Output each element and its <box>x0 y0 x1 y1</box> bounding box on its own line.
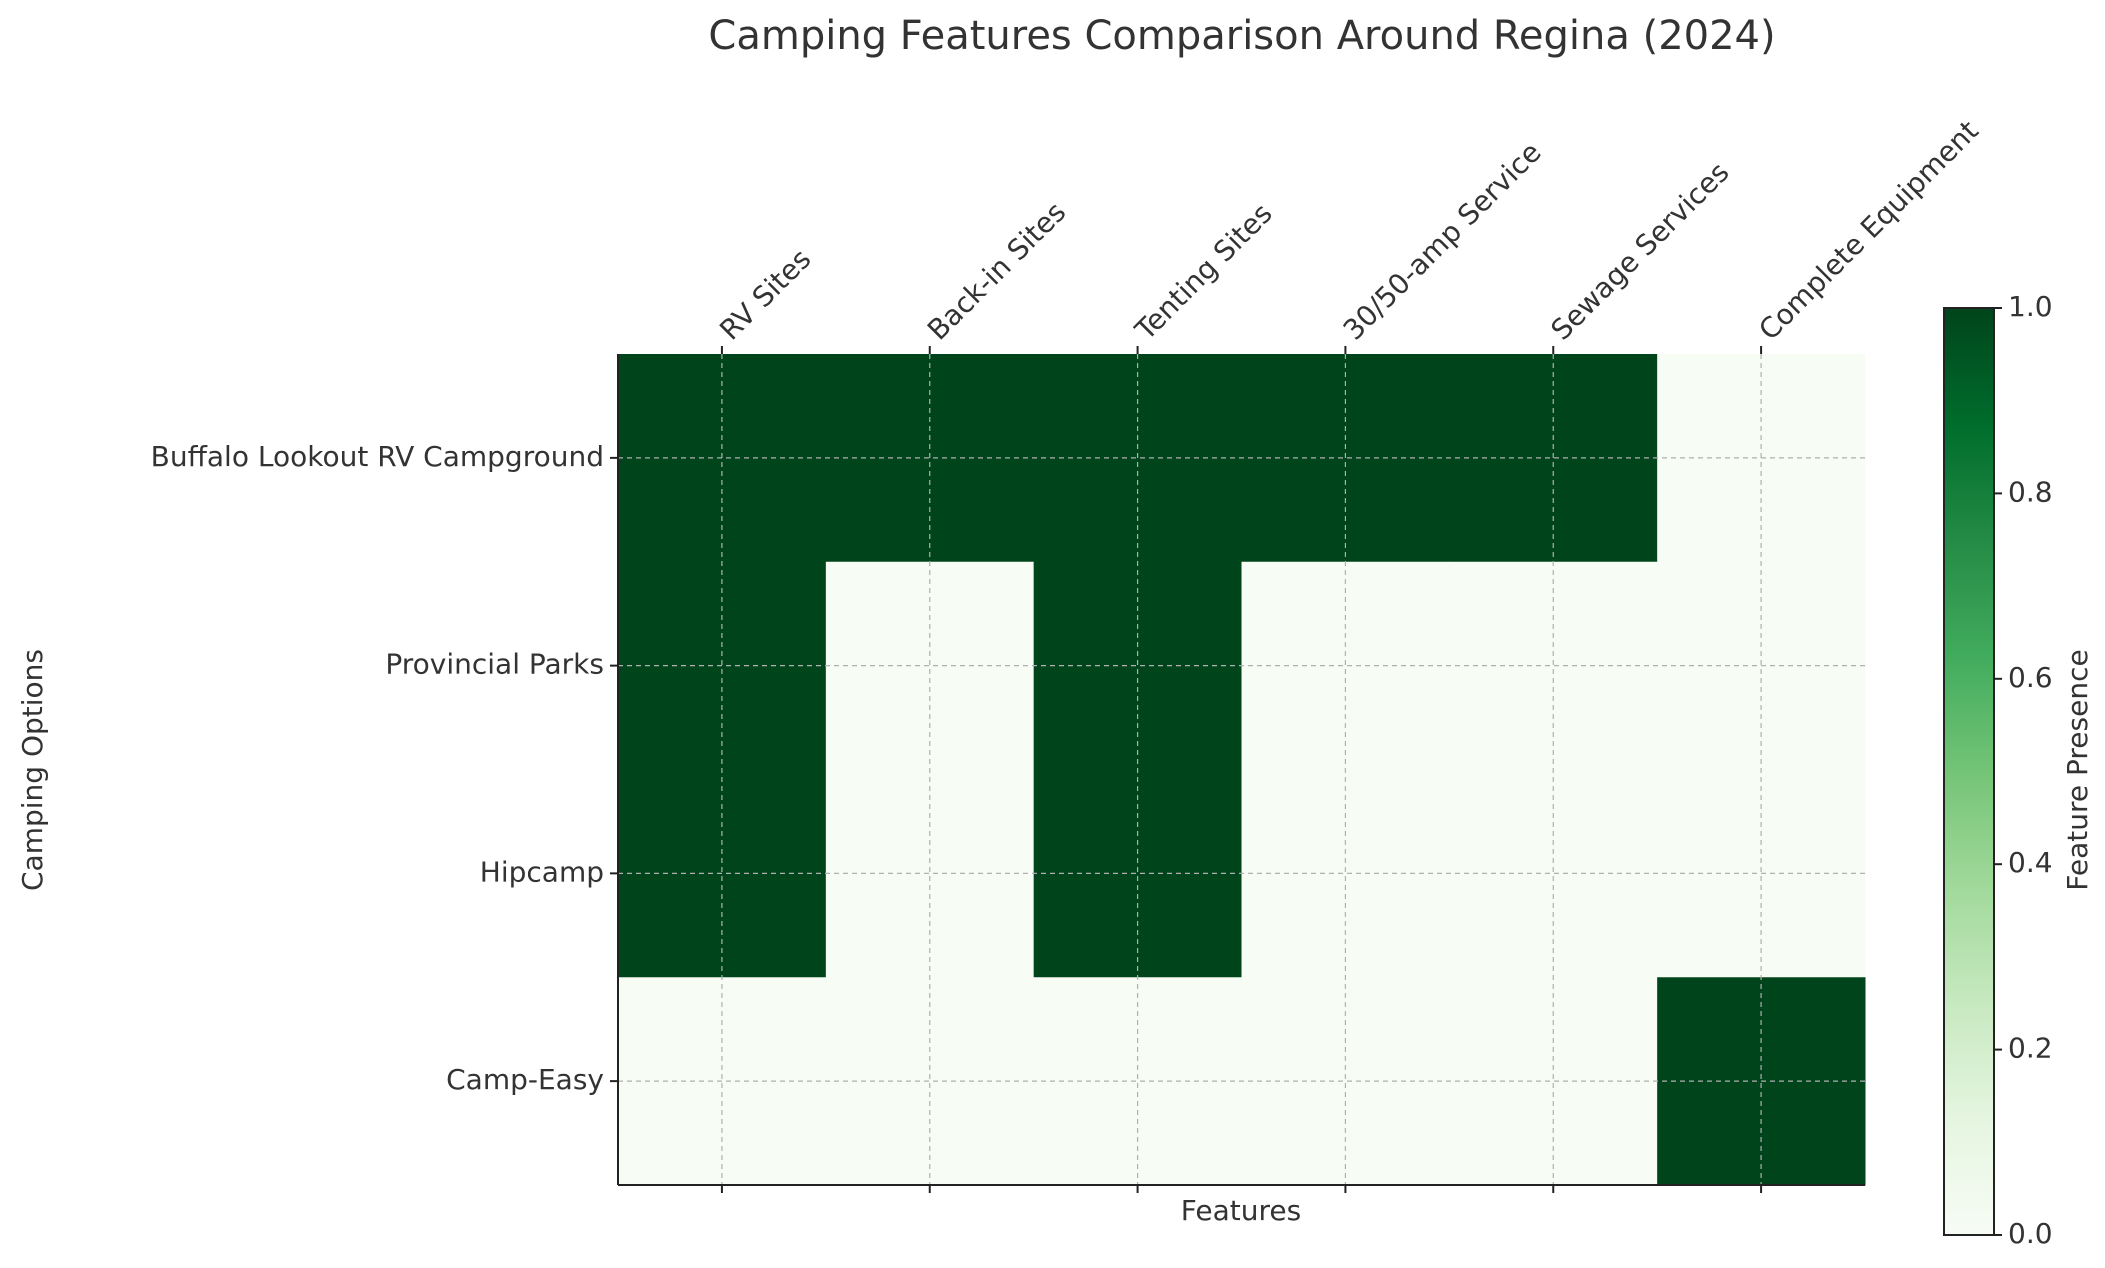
y-tick-label: Camp-Easy <box>446 1063 604 1096</box>
colorbar-tick-label: 0.2 <box>2008 1032 2053 1065</box>
heatmap-cell <box>1033 769 1242 978</box>
x-tick-label: 30/50-amp Service <box>1337 136 1548 347</box>
x-tick-label: Tenting Sites <box>1128 197 1279 348</box>
colorbar-tick-label: 0.8 <box>2008 475 2053 508</box>
x-axis-label: Features <box>1181 1194 1301 1227</box>
colorbar-label: Feature Presence <box>2061 649 2094 890</box>
heatmap-cell <box>1033 977 1242 1186</box>
colorbar-tick-label: 0.0 <box>2008 1217 2053 1250</box>
heatmap-cell <box>825 769 1035 978</box>
colorbar-tick-label: 0.4 <box>2008 846 2053 879</box>
colorbar-tick-label: 1.0 <box>2008 290 2053 323</box>
y-tick-label: Provincial Parks <box>385 648 604 681</box>
x-tick-label: Back-in Sites <box>921 195 1072 346</box>
y-axis-label: Camping Options <box>16 649 49 891</box>
colorbar-tick-label: 0.6 <box>2008 661 2053 694</box>
y-tick-label: Buffalo Lookout RV Campground <box>151 440 604 473</box>
heatmap-cell <box>825 977 1035 1186</box>
x-tick-label: RV Sites <box>713 242 817 346</box>
heatmap-cell <box>1241 977 1450 1186</box>
chart-title: Camping Features Comparison Around Regin… <box>708 13 1775 59</box>
heatmap-cell <box>1241 769 1450 978</box>
y-tick-label: Hipcamp <box>480 855 604 888</box>
x-tick-label: Sewage Services <box>1545 156 1736 347</box>
colorbar <box>1943 307 1995 1236</box>
